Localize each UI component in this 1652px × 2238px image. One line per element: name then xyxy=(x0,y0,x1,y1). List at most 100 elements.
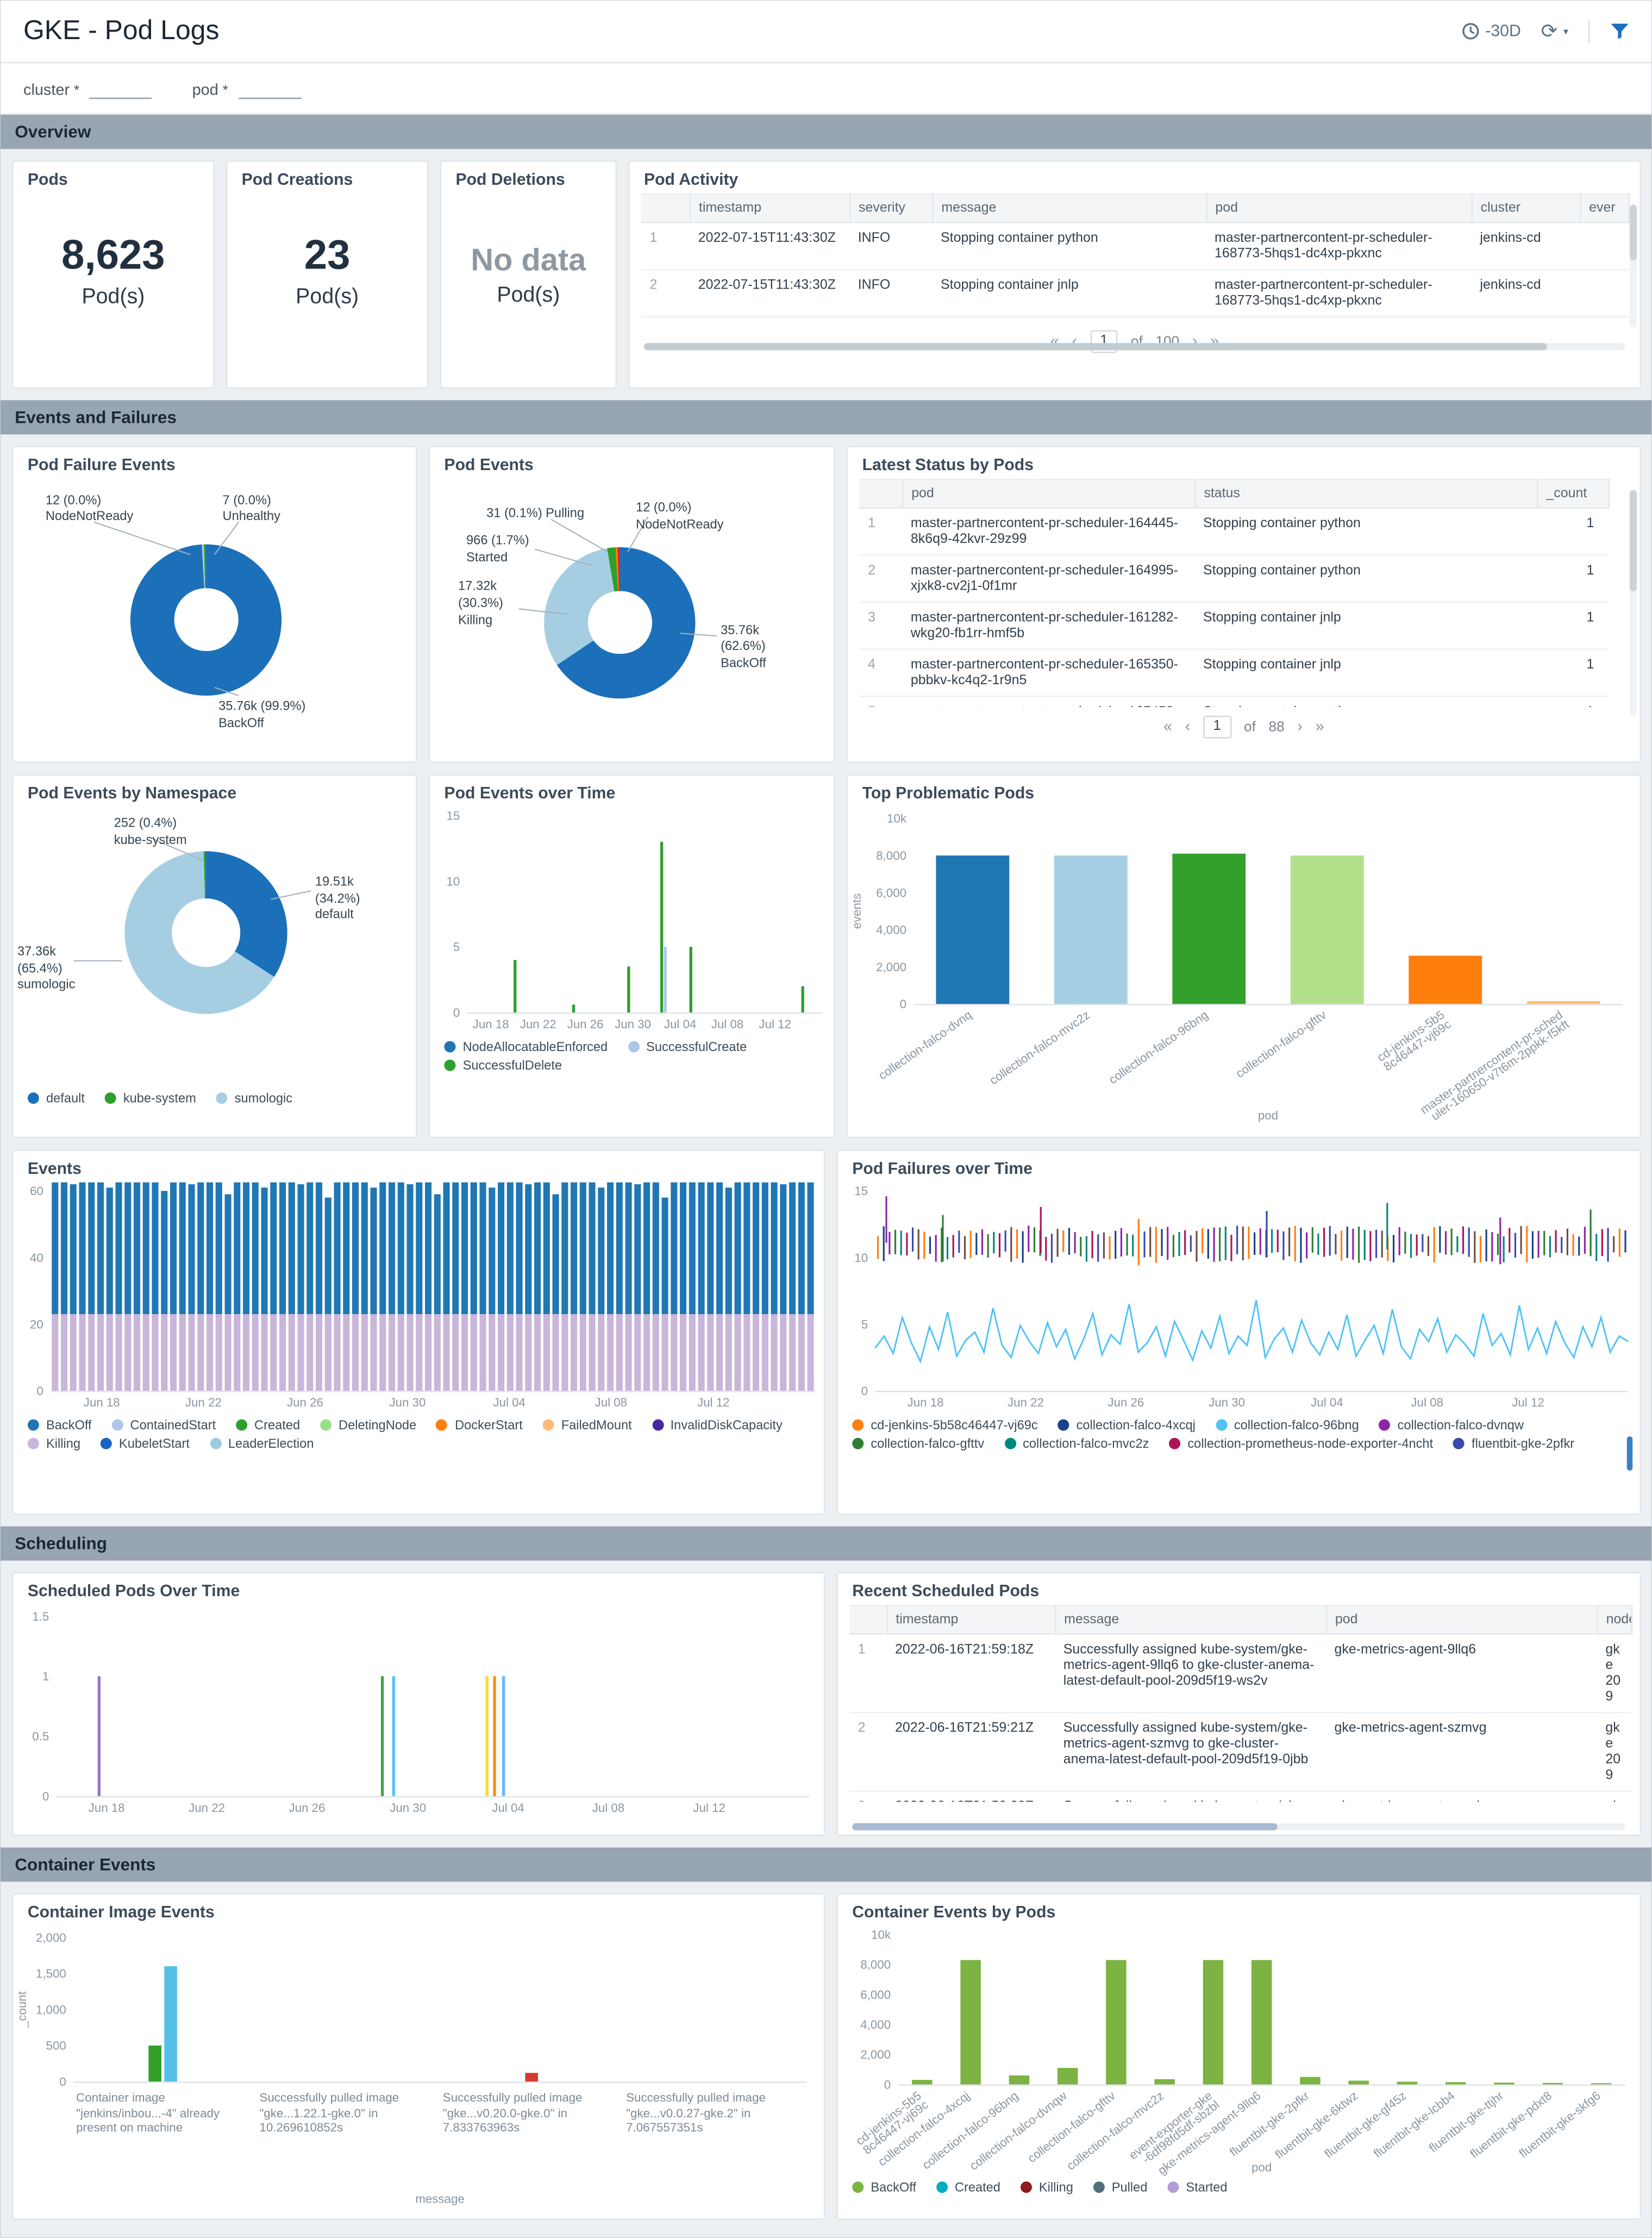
bar[interactable] xyxy=(1494,2083,1515,2085)
column-header[interactable]: pod xyxy=(1206,193,1472,223)
last-page-button[interactable]: » xyxy=(1315,718,1324,736)
column-header[interactable] xyxy=(859,478,903,509)
filter-control[interactable] xyxy=(1610,22,1630,40)
legend-item[interactable]: kube-system xyxy=(104,1091,196,1105)
spike-bar[interactable] xyxy=(660,841,664,1013)
legend-item[interactable]: SuccessfulDelete xyxy=(444,1058,562,1072)
bar[interactable] xyxy=(936,855,1010,1004)
spike-bar[interactable] xyxy=(627,966,630,1013)
table-row[interactable]: 3 master-partnercontent-pr-scheduler-1612… xyxy=(859,602,1609,650)
prev-page-button[interactable]: ‹ xyxy=(1185,718,1191,736)
legend-item[interactable]: DeletingNode xyxy=(320,1418,416,1432)
scrollbar-thumb[interactable] xyxy=(1629,204,1637,260)
scrollbar-thumb[interactable] xyxy=(1629,490,1637,592)
legend-item[interactable]: collection-prometheus-node-exporter-4nch… xyxy=(1169,1436,1433,1451)
legend-item[interactable]: DockerStart xyxy=(436,1418,523,1432)
legend-item[interactable]: default xyxy=(27,1091,85,1105)
legend-item[interactable]: BackOff xyxy=(27,1418,92,1432)
time-range-control[interactable]: -30D xyxy=(1461,22,1521,40)
bar[interactable] xyxy=(1300,2077,1321,2085)
legend-item[interactable]: Started xyxy=(1167,2180,1228,2195)
legend-item[interactable]: collection-falco-96bng xyxy=(1215,1418,1359,1432)
legend-item[interactable]: NodeAllocatableEnforced xyxy=(444,1040,608,1054)
table-row[interactable]: 1 master-partnercontent-pr-scheduler-1644… xyxy=(859,508,1609,556)
bar[interactable] xyxy=(1106,1960,1127,2085)
column-header[interactable]: pod xyxy=(1325,1604,1598,1635)
first-page-button[interactable]: « xyxy=(1163,718,1173,736)
legend-item[interactable]: cd-jenkins-5b58c46447-vj69c xyxy=(852,1418,1038,1432)
column-header[interactable]: node xyxy=(1597,1604,1632,1635)
spike-bar[interactable] xyxy=(502,1676,505,1796)
table-row[interactable]: 1 2022-06-16T21:59:18Z Successfully assign… xyxy=(849,1634,1631,1714)
donut-chart[interactable] xyxy=(130,544,283,696)
horizontal-scrollbar[interactable] xyxy=(852,1823,1626,1830)
table-row[interactable]: 2 2022-06-16T21:59:21Z Successfully assign… xyxy=(849,1712,1631,1792)
column-header[interactable]: message xyxy=(932,193,1207,223)
legend-item[interactable]: collection-falco-mvc2z xyxy=(1004,1436,1149,1451)
spike-bar[interactable] xyxy=(380,1676,384,1796)
table-row[interactable]: 2 2022-07-15T11:43:30Z INFO Stopping contai… xyxy=(641,270,1629,318)
bar[interactable] xyxy=(1172,853,1246,1004)
spike-bar[interactable] xyxy=(392,1676,395,1796)
legend-item[interactable]: FailedMount xyxy=(542,1418,632,1432)
bar[interactable] xyxy=(1251,1960,1272,2085)
pod-filter-input[interactable] xyxy=(238,78,301,98)
bar[interactable] xyxy=(1057,2068,1078,2085)
refresh-control[interactable]: ⟳ ▾ xyxy=(1541,19,1569,43)
legend-item[interactable]: KubeletStart xyxy=(100,1436,190,1451)
bar[interactable] xyxy=(1526,1001,1600,1004)
column-header[interactable]: timestamp xyxy=(689,193,850,223)
column-header[interactable]: timestamp xyxy=(886,1604,1056,1635)
legend-item[interactable]: Created xyxy=(936,2180,1000,2195)
bar[interactable] xyxy=(525,2073,539,2082)
bar[interactable] xyxy=(912,2080,933,2085)
spike-bar[interactable] xyxy=(689,947,692,1013)
table-row[interactable]: 1 2022-07-15T11:43:30Z INFO Stopping contai… xyxy=(641,222,1629,271)
bar[interactable] xyxy=(1290,855,1364,1004)
column-header[interactable] xyxy=(849,1604,887,1635)
spike-bar[interactable] xyxy=(485,1676,489,1796)
bar[interactable] xyxy=(1054,855,1128,1004)
bar[interactable] xyxy=(1348,2080,1369,2085)
scrollbar-thumb[interactable] xyxy=(643,343,1547,351)
bar[interactable] xyxy=(1009,2075,1030,2085)
cluster-filter-input[interactable] xyxy=(89,78,153,98)
bar[interactable] xyxy=(148,2045,161,2082)
table-row[interactable]: 4 master-partnercontent-pr-scheduler-1653… xyxy=(859,649,1609,697)
legend-item[interactable]: InvalidDiskCapacity xyxy=(652,1418,783,1432)
next-page-button[interactable]: › xyxy=(1297,718,1303,736)
column-header[interactable]: _count xyxy=(1537,478,1609,509)
donut-chart[interactable] xyxy=(125,851,288,1015)
bar[interactable] xyxy=(1445,2082,1466,2085)
table-row[interactable]: 5master-partnercontent-pr-scheduler-1674… xyxy=(859,696,1609,708)
legend-item[interactable]: Pulled xyxy=(1093,2180,1147,2195)
column-header[interactable]: ever xyxy=(1580,193,1629,223)
spike-bar[interactable] xyxy=(493,1676,496,1796)
legend-item[interactable]: SuccessfulCreate xyxy=(627,1040,747,1054)
legend-item[interactable]: collection-falco-dvnqw xyxy=(1379,1418,1524,1432)
legend-item[interactable]: LeaderElection xyxy=(209,1436,314,1451)
spike-bar[interactable] xyxy=(514,960,517,1013)
donut-chart[interactable] xyxy=(544,547,696,698)
column-header[interactable] xyxy=(641,193,691,223)
table-row[interactable]: 2 master-partnercontent-pr-scheduler-1649… xyxy=(859,555,1609,603)
vertical-scrollbar[interactable] xyxy=(1629,490,1637,716)
legend-item[interactable]: Killing xyxy=(1020,2180,1073,2195)
column-header[interactable]: severity xyxy=(849,193,933,223)
legend-item[interactable]: Created xyxy=(235,1418,300,1432)
next-page-button[interactable]: › xyxy=(1192,333,1198,351)
legend-item[interactable]: Killing xyxy=(27,1436,80,1451)
column-header[interactable]: status xyxy=(1194,478,1538,509)
bar[interactable] xyxy=(1409,955,1482,1004)
spike-bar[interactable] xyxy=(572,1004,575,1013)
legend-item[interactable]: sumologic xyxy=(216,1091,292,1105)
bar[interactable] xyxy=(1591,2083,1612,2085)
bar[interactable] xyxy=(1542,2083,1563,2085)
bar[interactable] xyxy=(1154,2079,1175,2085)
column-header[interactable]: pod xyxy=(902,478,1196,509)
scrollbar-thumb[interactable] xyxy=(852,1823,1278,1830)
legend-item[interactable]: fluentbit-gke-2pfkr xyxy=(1453,1436,1574,1451)
bar[interactable] xyxy=(1203,1960,1224,2085)
prev-page-button[interactable]: ‹ xyxy=(1072,333,1078,351)
legend-scrollbar[interactable] xyxy=(1626,1436,1633,1471)
